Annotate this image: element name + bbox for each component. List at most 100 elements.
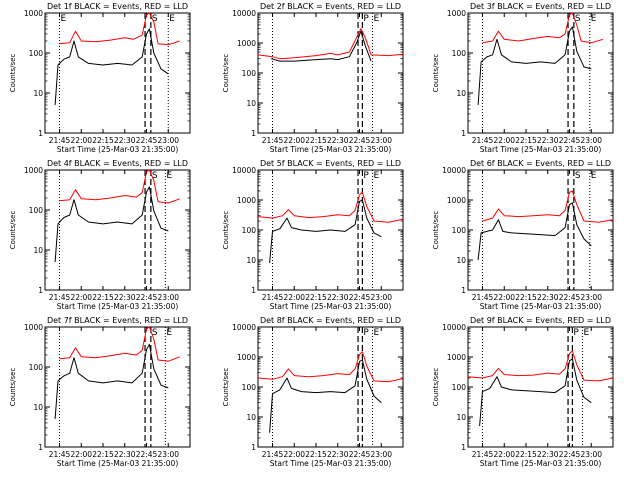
x-tick-label: 22:15	[515, 136, 537, 145]
y-tick-label: 10	[33, 246, 43, 255]
x-tick-label: 22:00	[283, 293, 305, 302]
panel-4: Det 4f BLACK = Events, RED = LLD 1 10 100 10…	[9, 159, 191, 311]
y-axis-label: Counts/sec	[432, 368, 440, 407]
y-tick-label: 10000	[232, 9, 256, 18]
plot-frame	[44, 12, 191, 134]
lld-series-line	[467, 350, 614, 382]
panel-title: Det 6f BLACK = Events, RED = LLD	[470, 159, 611, 168]
x-axis-label: Start Time (25-Mar-03 21:35:00)	[57, 459, 179, 468]
y-tick-label: 100	[452, 226, 467, 235]
time-marker-label: E	[61, 14, 67, 24]
panel-5: Det 5f BLACK = Events, RED = LLD 1 10 100 10…	[222, 159, 404, 311]
y-tick-label: 1	[461, 443, 466, 452]
y-tick-label: 10	[246, 413, 256, 422]
y-tick-label: 1000	[237, 196, 256, 205]
x-tick-label: 21:45	[472, 136, 494, 145]
x-axis-label: Start Time (25-Mar-03 21:35:00)	[270, 145, 392, 154]
panel-title: Det 3f BLACK = Events, RED = LLD	[470, 2, 611, 11]
panel-2: Det 2f BLACK = Events, RED = LLD 1 10 100 10…	[222, 2, 404, 154]
lld-series-line	[482, 190, 614, 223]
y-tick-label: 1000	[237, 353, 256, 362]
y-axis-label: Counts/sec	[432, 54, 440, 93]
y-tick-label: 1000	[447, 9, 466, 18]
time-marker-label: E	[374, 328, 380, 338]
x-tick-label: 22:45	[559, 450, 581, 459]
x-tick-label: 22:30	[327, 136, 349, 145]
plot-frame	[257, 326, 404, 448]
y-tick-label: 100	[452, 383, 467, 392]
y-axis-label: Counts/sec	[9, 211, 17, 250]
time-marker-label: E	[584, 328, 590, 338]
x-tick-label: 21:45	[49, 293, 71, 302]
x-tick-label: 22:00	[283, 136, 305, 145]
lld-series-line	[482, 12, 604, 44]
x-axis-label: Start Time (25-Mar-03 21:35:00)	[57, 145, 179, 154]
events-series-line	[479, 358, 592, 427]
panel-8: Det 8f BLACK = Events, RED = LLD 1 10 100 10…	[222, 316, 404, 468]
lld-series-line	[59, 12, 180, 46]
x-tick-label: 22:45	[559, 293, 581, 302]
x-axis-label: Start Time (25-Mar-03 21:35:00)	[480, 302, 602, 311]
events-series-line	[477, 202, 592, 261]
x-tick-label: 22:45	[349, 293, 371, 302]
time-marker-label: E	[591, 14, 597, 24]
y-tick-label: 10	[246, 99, 256, 108]
panel-title: Det 9f BLACK = Events, RED = LLD	[470, 316, 611, 325]
x-tick-label: 22:15	[305, 450, 327, 459]
x-tick-label: 22:30	[114, 136, 136, 145]
x-tick-label: 22:15	[515, 450, 537, 459]
time-marker-label: P	[363, 328, 369, 338]
x-axis-label: Start Time (25-Mar-03 21:35:00)	[57, 302, 179, 311]
x-tick-label: 22:15	[305, 293, 327, 302]
x-tick-label: 23:00	[157, 136, 179, 145]
lld-series-line	[59, 326, 180, 362]
lld-series-line	[257, 191, 404, 223]
time-marker-label: E	[166, 171, 172, 181]
time-marker-label: P	[363, 171, 369, 181]
x-tick-label: 23:00	[580, 450, 602, 459]
panel-1: Det 1f BLACK = Events, RED = LLD 1 10 100 10…	[9, 2, 191, 154]
time-marker-label: S	[575, 14, 581, 24]
x-tick-label: 23:00	[157, 450, 179, 459]
x-tick-label: 22:30	[537, 136, 559, 145]
x-tick-label: 22:00	[283, 450, 305, 459]
lld-series-line	[257, 351, 404, 383]
x-tick-label: 22:00	[493, 450, 515, 459]
y-tick-label: 1000	[24, 9, 43, 18]
y-tick-label: 100	[29, 363, 44, 372]
y-tick-label: 1000	[447, 196, 466, 205]
y-tick-label: 10000	[442, 323, 466, 332]
time-marker-label: S	[152, 14, 158, 24]
panel-3: Det 3f BLACK = Events, RED = LLD 1 10 100 10…	[432, 2, 614, 154]
time-marker-label: S	[152, 171, 158, 181]
events-series-line	[54, 186, 169, 263]
x-tick-label: 22:45	[136, 293, 158, 302]
events-series-line	[269, 359, 382, 433]
x-tick-label: 22:00	[493, 136, 515, 145]
plot-frame	[44, 326, 191, 448]
time-marker-label: P	[573, 328, 579, 338]
panel-title: Det 2f BLACK = Events, RED = LLD	[260, 2, 401, 11]
panel-9: Det 9f BLACK = Events, RED = LLD 1 10 100 10…	[432, 316, 614, 468]
x-tick-label: 23:00	[370, 450, 392, 459]
x-tick-label: 22:00	[70, 136, 92, 145]
x-tick-label: 21:45	[262, 136, 284, 145]
y-tick-label: 10	[33, 403, 43, 412]
time-marker-label: E	[374, 171, 380, 181]
y-tick-label: 1	[38, 286, 43, 295]
x-tick-label: 22:45	[349, 136, 371, 145]
plot-frame	[257, 12, 404, 134]
x-tick-label: 22:45	[136, 450, 158, 459]
y-tick-label: 1	[38, 443, 43, 452]
y-tick-label: 10000	[232, 166, 256, 175]
y-tick-label: 10000	[232, 323, 256, 332]
x-tick-label: 22:15	[305, 136, 327, 145]
x-tick-label: 21:45	[262, 293, 284, 302]
x-tick-label: 23:00	[580, 293, 602, 302]
y-tick-label: 10	[33, 89, 43, 98]
x-axis-label: Start Time (25-Mar-03 21:35:00)	[480, 145, 602, 154]
x-tick-label: 22:15	[92, 450, 114, 459]
panel-title: Det 5f BLACK = Events, RED = LLD	[260, 159, 401, 168]
x-axis-label: Start Time (25-Mar-03 21:35:00)	[270, 459, 392, 468]
